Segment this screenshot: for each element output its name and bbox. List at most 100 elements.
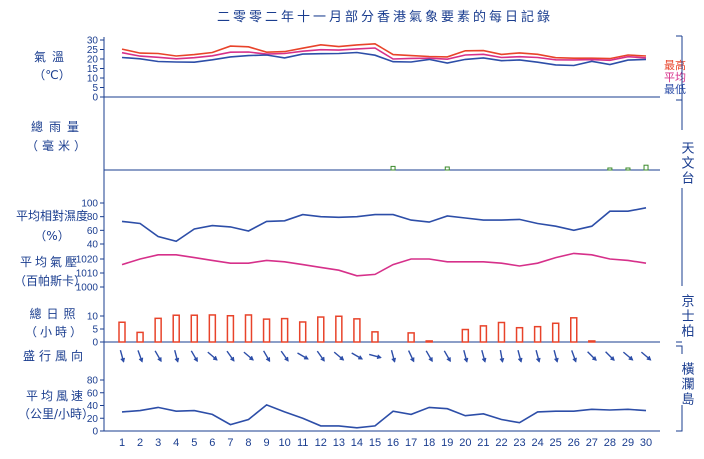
day-label: 9 xyxy=(263,437,269,449)
day-label: 23 xyxy=(513,437,525,449)
wind-arrow-head xyxy=(499,357,505,363)
rain-bar xyxy=(444,166,450,171)
rain-bar xyxy=(390,165,396,171)
day-label: 7 xyxy=(227,437,233,449)
sunshine-tick-label: 10 xyxy=(87,312,99,323)
wind-arrow xyxy=(443,350,451,363)
sunshine-bar xyxy=(461,328,470,343)
sunshine-bar xyxy=(172,314,180,343)
station-kp: 京士柏 xyxy=(679,294,695,339)
sunshine-label: 總日照 xyxy=(29,306,80,321)
wind_speed-tick-label: 40 xyxy=(87,401,99,412)
day-label: 19 xyxy=(441,437,453,449)
wind-arrow xyxy=(587,351,597,361)
sunshine-bar xyxy=(298,321,307,343)
temperature-tick-label: 20 xyxy=(87,55,99,66)
pressure-tick-label: 1010 xyxy=(76,269,99,280)
legend-max: 最高 xyxy=(664,58,686,72)
wind-arrow-head xyxy=(193,357,198,363)
temp-label: 氣溫 xyxy=(34,50,70,64)
rain-bar xyxy=(607,167,613,171)
wind-arrow xyxy=(262,350,271,363)
station-wgl: 橫瀾島 xyxy=(679,362,695,407)
wind-arrow xyxy=(390,350,396,363)
sunshine-bar xyxy=(479,325,488,343)
sunshine-bar xyxy=(208,314,217,343)
wind-arrow-head xyxy=(174,357,180,363)
sunshine-bar xyxy=(226,314,235,343)
wind-speed-unit: （公里/小時） xyxy=(18,407,94,421)
sunshine-unit: （小時） xyxy=(25,325,85,339)
sunshine-bar xyxy=(335,315,343,343)
wind-arrow xyxy=(243,351,254,361)
sunshine-bar xyxy=(407,332,415,343)
wind_speed-tick-label: 80 xyxy=(87,376,99,387)
wind-arrow xyxy=(535,350,541,363)
day-label: 25 xyxy=(550,437,562,449)
marks-layer xyxy=(118,42,652,429)
wind-arrow xyxy=(207,351,218,361)
wind-arrow-head xyxy=(265,357,271,363)
wind-arrow xyxy=(316,350,325,362)
day-label: 11 xyxy=(297,437,308,449)
pressure-label: 平均氣壓 xyxy=(20,255,80,269)
sunshine-bar xyxy=(118,321,126,343)
wind-arrow xyxy=(407,350,415,363)
wind-arrow xyxy=(369,353,382,359)
wind-arrow xyxy=(174,350,180,363)
wind-arrow xyxy=(137,350,144,363)
day-label: 29 xyxy=(622,437,634,449)
day-label: 18 xyxy=(423,437,435,449)
sunshine-bar xyxy=(280,317,289,343)
sunshine-tick-label: 5 xyxy=(92,325,98,336)
rain-unit: （毫米） xyxy=(26,138,90,153)
day-label: 26 xyxy=(568,437,580,449)
sunshine-bar xyxy=(497,321,506,343)
wind-arrow xyxy=(640,351,652,361)
temperature-tick-label: 25 xyxy=(87,45,99,56)
temperature-tick-label: 15 xyxy=(87,64,99,75)
day-label: 22 xyxy=(495,437,507,449)
day-label: 5 xyxy=(191,437,197,449)
sunshine-bar xyxy=(244,314,253,343)
temp-series-3 xyxy=(121,51,647,67)
wind_speed-tick-label: 60 xyxy=(87,388,99,399)
wind-arrow-head xyxy=(410,357,415,363)
wind-arrow-head xyxy=(536,357,541,363)
day-label: 30 xyxy=(640,437,652,449)
day-label: 15 xyxy=(369,437,381,449)
wind-arrow xyxy=(553,350,559,363)
day-label: 1 xyxy=(119,437,125,449)
wind_speed-tick-label: 20 xyxy=(87,414,99,425)
ticks-layer: 0510152025304060801001000101010200510020… xyxy=(76,36,104,438)
wind-arrow-head xyxy=(320,356,325,362)
wind-arrow xyxy=(297,352,309,360)
wind-arrow xyxy=(481,350,487,363)
humidity-tick-label: 100 xyxy=(81,199,98,210)
wind-arrow xyxy=(499,349,505,363)
sunshine-bar xyxy=(533,325,542,343)
wind-arrow-head xyxy=(554,357,559,363)
wind-arrow xyxy=(119,350,125,363)
sunshine-bar xyxy=(570,317,578,343)
pressure-tick-label: 1000 xyxy=(76,283,99,294)
day-label: 6 xyxy=(209,437,215,449)
wind-arrow-head xyxy=(376,354,382,359)
wind-arrow xyxy=(190,350,198,363)
wind-dir-label: 盛行風向 xyxy=(23,348,87,363)
day-label: 27 xyxy=(586,437,598,449)
wind-arrow-head xyxy=(428,357,433,363)
sunshine-bar xyxy=(154,317,162,343)
wind-arrow-head xyxy=(249,355,254,361)
sunshine-bar xyxy=(371,331,379,343)
sunshine-bar xyxy=(190,314,199,343)
wind_speed-tick-label: 0 xyxy=(92,427,98,438)
day-labels: 1 2 3 4 5 6 7 8 9 10 11 12 13 14 15 16 17 18 19 20 21 22 23 24 2… xyxy=(119,437,652,449)
day-label: 2 xyxy=(137,437,143,449)
day-label: 14 xyxy=(351,437,363,449)
wind-arrow-head xyxy=(339,355,345,361)
humidity-tick-label: 40 xyxy=(87,240,99,251)
wind-arrow-head xyxy=(592,356,597,361)
temperature-tick-label: 5 xyxy=(92,83,98,94)
